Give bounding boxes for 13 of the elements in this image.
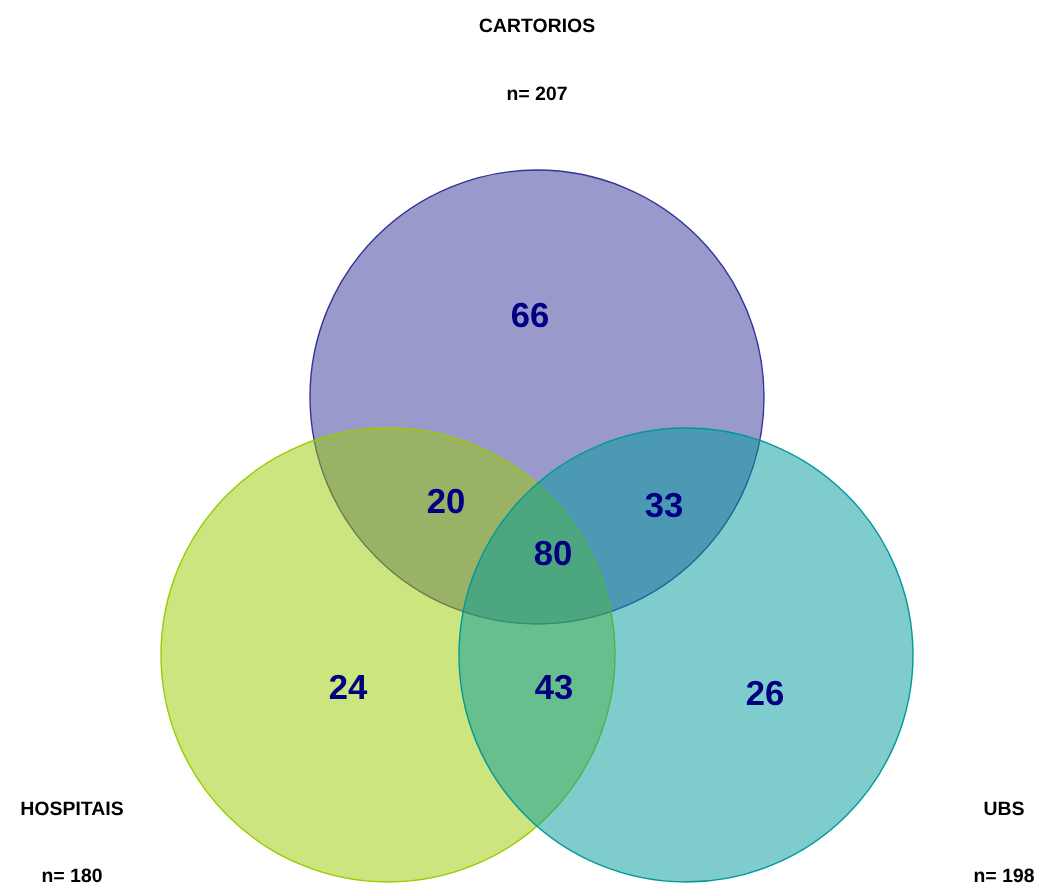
text: n= 180 [42, 868, 102, 883]
data-label: 43 [535, 674, 573, 700]
text: HOSPITAIS [21, 801, 123, 816]
data-label: 26 [746, 680, 784, 706]
text: UBS [984, 801, 1024, 816]
text: n= 198 [974, 868, 1034, 883]
data-label: 20 [427, 488, 464, 514]
data-label: 66 [511, 302, 549, 328]
text: CARTORIOS [479, 18, 595, 33]
data-label: 80 [534, 540, 571, 566]
text: n= 207 [507, 86, 567, 101]
data-label: 24 [329, 674, 368, 699]
data-label: 33 [645, 492, 683, 518]
